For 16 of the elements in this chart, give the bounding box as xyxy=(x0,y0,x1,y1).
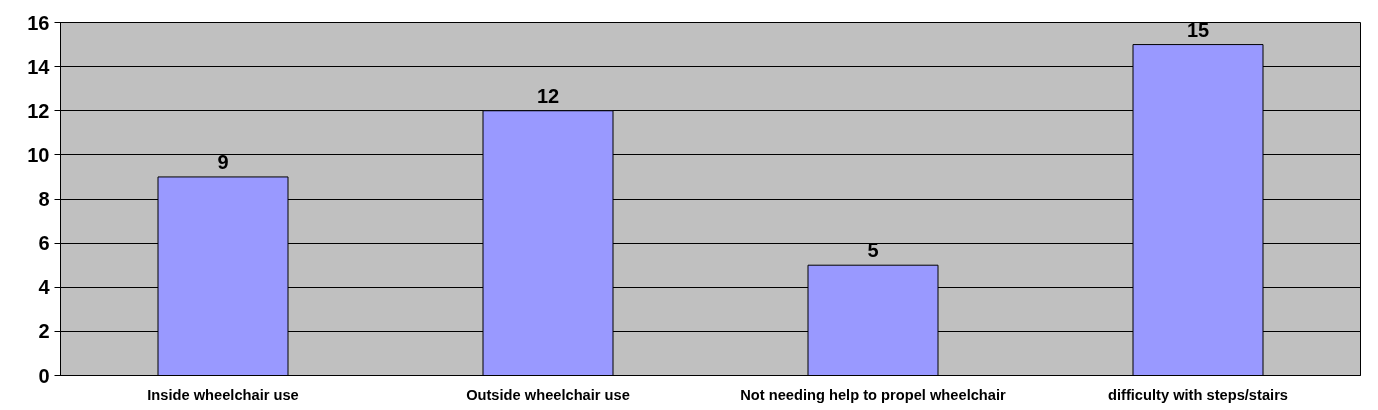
y-tick-label: 2 xyxy=(38,320,50,343)
x-tick-label: difficulty with steps/stairs xyxy=(1108,386,1288,403)
y-tick-label: 8 xyxy=(38,188,50,210)
data-label: 12 xyxy=(536,84,560,107)
x-tick-label: Not needing help to propel wheelchair xyxy=(740,386,1007,403)
y-tick-label: 0 xyxy=(38,364,50,387)
data-label: 9 xyxy=(217,150,229,173)
y-tick-label: 16 xyxy=(27,11,50,34)
x-tick-label: Inside wheelchair use xyxy=(147,386,299,403)
y-tick-label: 4 xyxy=(38,276,51,299)
y-tick-label: 14 xyxy=(27,55,51,78)
y-tick-label: 12 xyxy=(27,99,50,122)
data-label: 15 xyxy=(1186,18,1210,41)
x-tick-label: Outside wheelchair use xyxy=(466,386,630,403)
y-tick-label: 6 xyxy=(38,232,50,255)
y-tick-label: 10 xyxy=(27,143,50,166)
